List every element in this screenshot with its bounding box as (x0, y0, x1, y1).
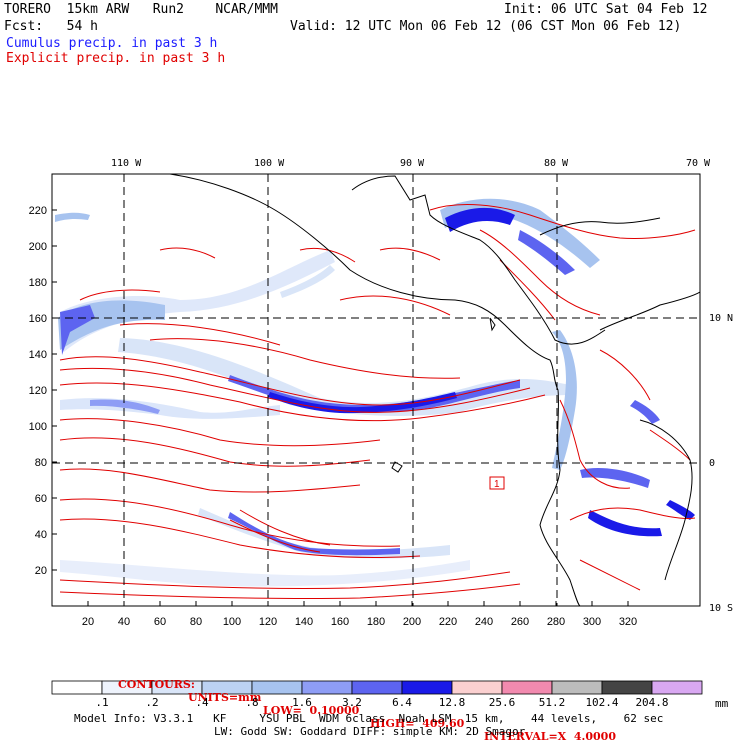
y-tick-label: 140 (29, 349, 47, 361)
x-tick-label: 80 (190, 616, 202, 628)
contours-label: CONTOURS: (118, 678, 195, 691)
colorbar-label: .1 (95, 696, 109, 709)
init-time: Init: 06 UTC Sat 04 Feb 12 (504, 2, 708, 17)
x-tick-label: 260 (511, 616, 529, 628)
y-tick-label: 20 (35, 565, 47, 577)
lon-label-110w: 110 W (111, 158, 142, 169)
y-tick-label: 200 (29, 241, 47, 253)
y-tick-label: 120 (29, 385, 47, 397)
colorbar-swatch (501, 680, 553, 695)
colorbar-swatch (651, 680, 703, 695)
lat-label-0: 0 (709, 458, 716, 469)
contour-label-box (489, 476, 505, 490)
colorbar-unit: mm (715, 697, 729, 710)
contour-label-text: 1 (494, 479, 500, 490)
cumulus-precip-field (55, 198, 695, 587)
colorbar-label: 102.4 (585, 696, 619, 709)
x-tick-label: 20 (82, 616, 94, 628)
model-title: TORERO 15km ARW Run2 NCAR/MMM (4, 2, 278, 17)
model-info-line2: LW: Godd SW: Goddard DIFF: simple KM: 2D… (214, 725, 526, 738)
colorbar-label: 12.8 (438, 696, 466, 709)
colorbar-swatch (351, 680, 403, 695)
x-tick-label: 140 (295, 616, 313, 628)
colorbar (51, 680, 703, 695)
colorbar-label: .8 (245, 696, 259, 709)
y-tick-label: 220 (29, 205, 47, 217)
colorbar-label: .4 (195, 696, 209, 709)
x-tick-label: 100 (223, 616, 241, 628)
axis-ticks (52, 209, 629, 606)
y-tick-label: 80 (35, 457, 47, 469)
colorbar-swatch (51, 680, 103, 695)
valid-time: Valid: 12 UTC Mon 06 Feb 12 (06 CST Mon … (290, 19, 682, 34)
lat-label-10s: 10 S (709, 603, 734, 614)
x-tick-label: 220 (439, 616, 457, 628)
colorbar-label: 1.6 (292, 696, 312, 709)
y-tick-label: 100 (29, 421, 47, 433)
x-tick-label: 280 (547, 616, 565, 628)
lat-label-10n: 10 N (709, 313, 734, 324)
x-tick-label: 180 (367, 616, 385, 628)
colorbar-label: 6.4 (392, 696, 412, 709)
contour-info: CONTOURS: UNITS=mm LOW= 0.10000 HIGH= 40… (0, 665, 616, 743)
x-tick-label: 240 (475, 616, 493, 628)
x-tick-label: 60 (154, 616, 166, 628)
colorbar-label: 204.8 (635, 696, 669, 709)
x-tick-label: 320 (619, 616, 637, 628)
lon-label-100w: 100 W (254, 158, 285, 169)
lon-label-80w: 80 W (544, 158, 569, 169)
y-tick-label: 40 (35, 529, 47, 541)
lon-label-90w: 90 W (400, 158, 425, 169)
high-label: HIGH= 409.60 (370, 717, 465, 730)
units-label: UNITS=mm (188, 691, 262, 704)
colorbar-label: 51.2 (538, 696, 566, 709)
y-tick-label: 60 (35, 493, 47, 505)
model-info-line1: Model Info: V3.3.1 KF YSU PBL WDM 6class… (74, 712, 664, 725)
cumulus-precip-label: Cumulus precip. in past 3 h (6, 36, 218, 51)
y-tick-label: 180 (29, 277, 47, 289)
colorbar-swatch (551, 680, 603, 695)
x-tick-label: 40 (118, 616, 130, 628)
x-tick-label: 300 (583, 616, 601, 628)
lon-label-70w: 70 W (686, 158, 711, 169)
latlon-grid (52, 174, 700, 606)
low-label: LOW= 0.10000 (263, 704, 360, 717)
explicit-precip-contours (59, 204, 696, 600)
colorbar-swatch (401, 680, 453, 695)
map-background (52, 174, 700, 606)
colorbar-label: 25.6 (488, 696, 516, 709)
colorbar-label: 3.2 (342, 696, 362, 709)
colorbar-swatch (451, 680, 503, 695)
forecast-hour: Fcst: 54 h (4, 19, 98, 34)
x-tick-label: 160 (331, 616, 349, 628)
x-tick-label: 200 (403, 616, 421, 628)
colorbar-swatch (601, 680, 653, 695)
y-tick-label: 160 (29, 313, 47, 325)
colorbar-label: .2 (145, 696, 159, 709)
x-tick-label: 120 (259, 616, 277, 628)
colorbar-swatch (301, 680, 353, 695)
explicit-precip-label: Explicit precip. in past 3 h (6, 51, 226, 66)
